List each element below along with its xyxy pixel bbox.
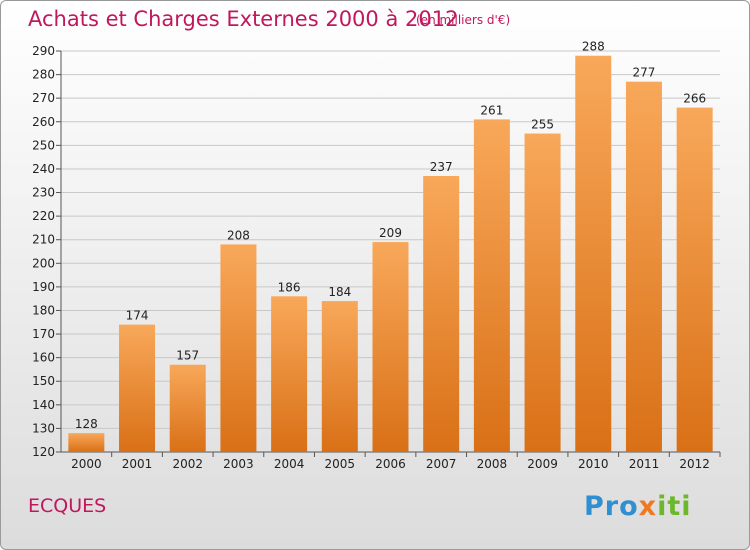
data-label: 277 <box>633 66 656 80</box>
chart-subtitle: (en milliers d'€) <box>416 13 511 27</box>
x-tick-label: 2006 <box>375 457 406 471</box>
x-tick-label: 2003 <box>223 457 254 471</box>
x-tick-label: 2012 <box>679 457 710 471</box>
data-label: 237 <box>430 160 453 174</box>
logo-part: Pro <box>584 491 639 522</box>
y-tick-label: 220 <box>32 209 55 223</box>
x-tick-label: 2011 <box>629 457 660 471</box>
bar <box>220 244 257 452</box>
x-tick-label: 2008 <box>477 457 508 471</box>
y-tick-label: 240 <box>32 162 55 176</box>
x-tick-label: 2000 <box>71 457 102 471</box>
y-tick-label: 140 <box>32 398 55 412</box>
y-tick-label: 290 <box>32 44 55 58</box>
bar <box>575 55 612 452</box>
x-tick-label: 2004 <box>274 457 305 471</box>
x-tick-label: 2009 <box>527 457 558 471</box>
y-tick-label: 260 <box>32 115 55 129</box>
x-tick-label: 2007 <box>426 457 457 471</box>
labels: 120 130 140 150 160 170 180 190 200 210 220 230 240 2… <box>32 40 710 471</box>
y-tick-label: 200 <box>32 256 55 270</box>
y-tick-label: 210 <box>32 233 55 247</box>
data-label: 208 <box>227 228 250 242</box>
data-label: 255 <box>531 118 554 132</box>
data-label: 186 <box>278 280 301 294</box>
data-label: 261 <box>480 103 503 117</box>
bar <box>473 119 510 452</box>
data-label: 128 <box>75 417 98 431</box>
y-tick-label: 130 <box>32 421 55 435</box>
y-tick-label: 180 <box>32 303 55 317</box>
bar <box>524 133 561 452</box>
bar <box>271 296 308 452</box>
bars <box>68 55 713 453</box>
y-tick-label: 280 <box>32 68 55 82</box>
y-tick-label: 160 <box>32 351 55 365</box>
data-label: 266 <box>683 92 706 106</box>
bar <box>423 176 460 453</box>
y-tick-label: 270 <box>32 91 55 105</box>
chart-title: Achats et Charges Externes 2000 à 2012 <box>28 7 459 31</box>
x-tick-label: 2005 <box>325 457 356 471</box>
logo-part: x <box>638 491 658 522</box>
y-tick-label: 230 <box>32 186 55 200</box>
x-tick-label: 2002 <box>172 457 203 471</box>
y-tick-label: 170 <box>32 327 55 341</box>
logo-part: iti <box>657 491 692 522</box>
bar <box>169 364 206 452</box>
y-tick-label: 190 <box>32 280 55 294</box>
data-label: 157 <box>176 349 199 363</box>
bar <box>625 81 662 452</box>
commune-name: ECQUES <box>28 495 107 517</box>
x-tick-label: 2001 <box>122 457 153 471</box>
bar <box>68 433 105 452</box>
y-tick-label: 120 <box>32 445 55 459</box>
y-tick-label: 250 <box>32 138 55 152</box>
x-tick-label: 2010 <box>578 457 609 471</box>
bar <box>676 107 713 453</box>
data-label: 288 <box>582 40 605 54</box>
data-label: 174 <box>126 309 149 323</box>
bar <box>119 324 156 452</box>
data-label: 209 <box>379 226 402 240</box>
bar <box>321 301 358 452</box>
data-label: 184 <box>328 285 351 299</box>
y-tick-label: 150 <box>32 374 55 388</box>
bar <box>372 242 409 452</box>
proxiti-logo: Proxiti <box>584 491 692 522</box>
